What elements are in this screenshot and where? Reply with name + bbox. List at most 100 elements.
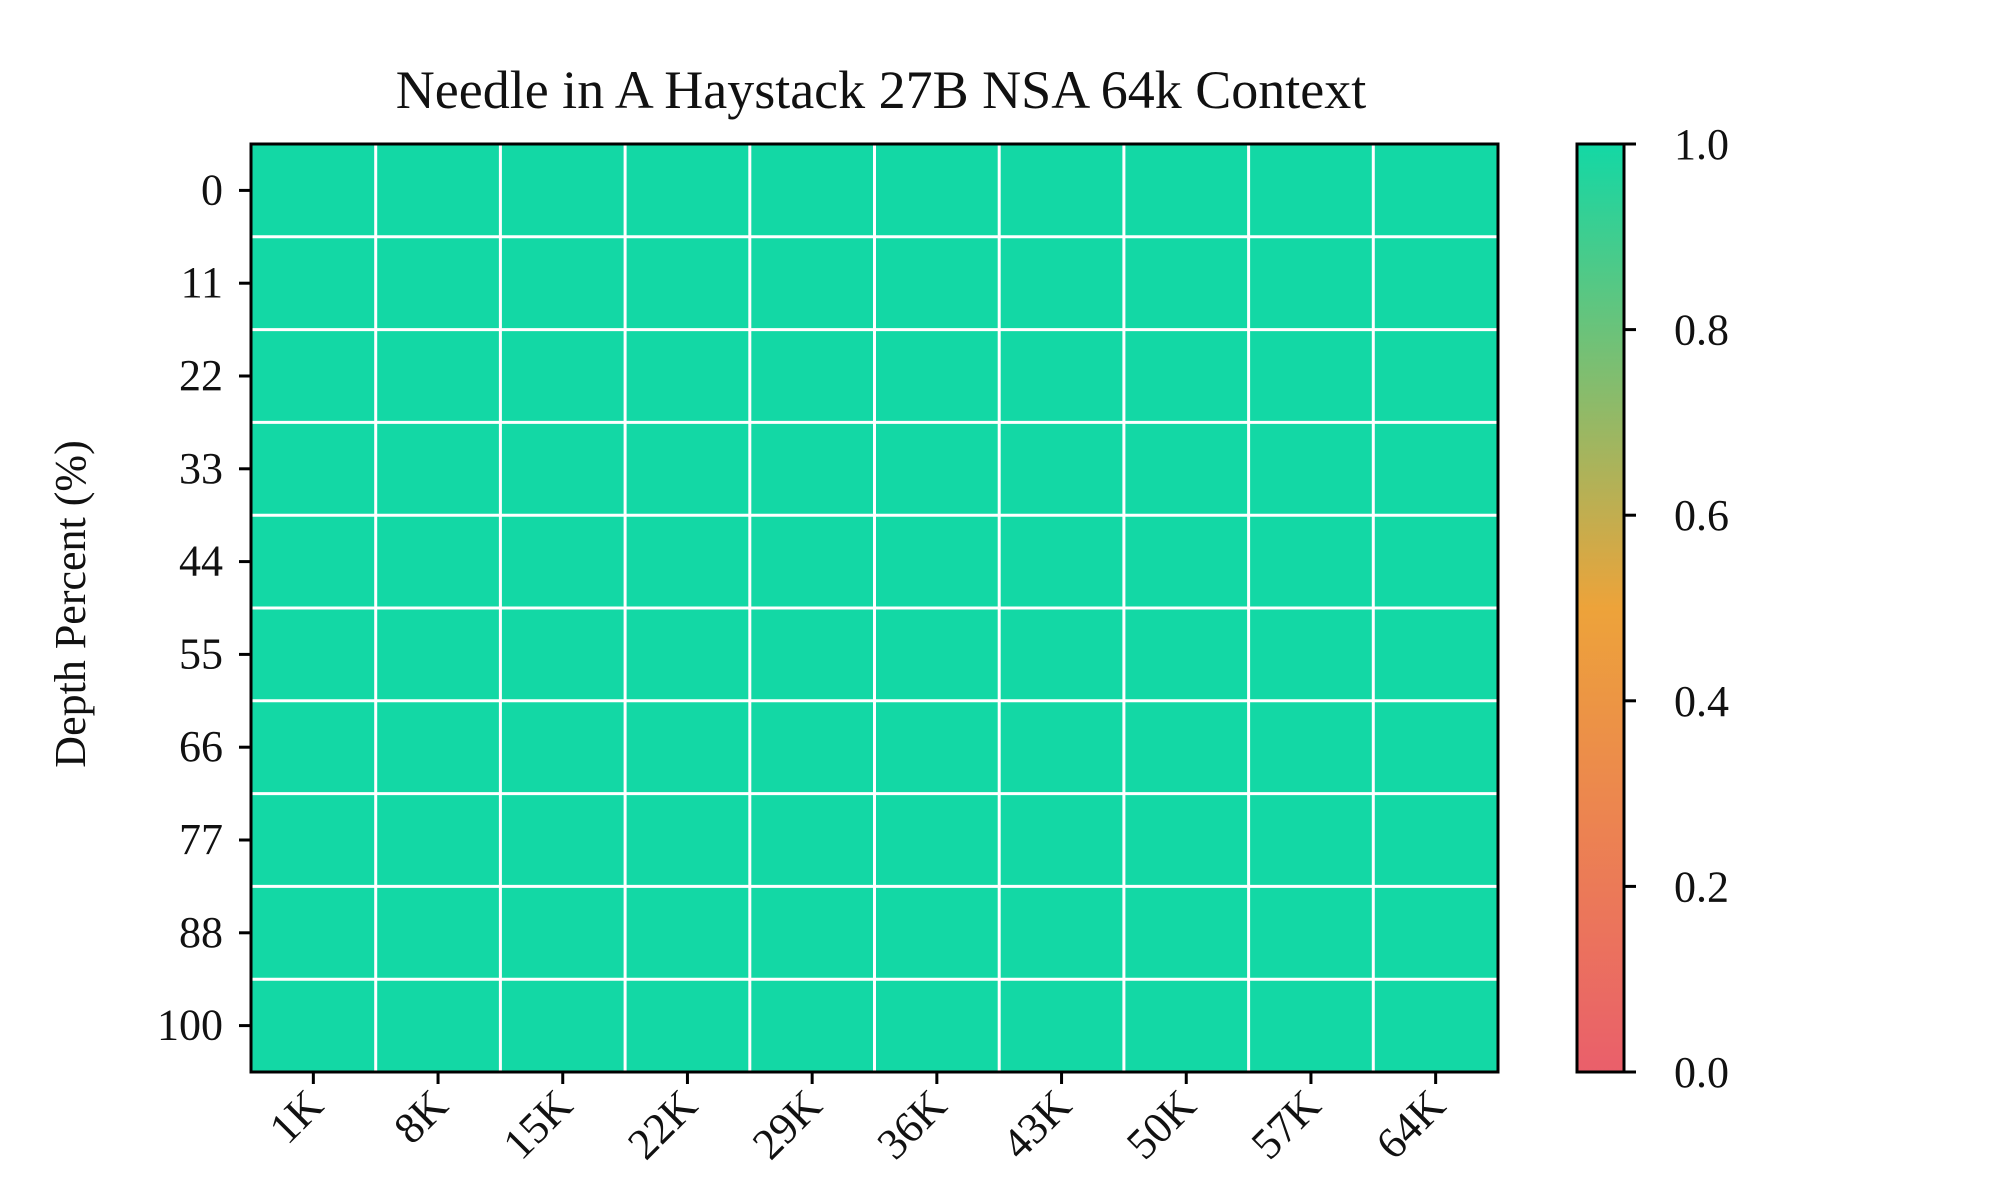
heatmap-cell xyxy=(874,329,1000,423)
heatmap-cell xyxy=(749,979,875,1073)
heatmap-cell xyxy=(874,422,1000,516)
heatmap-cell xyxy=(999,329,1125,423)
heatmap-cell xyxy=(625,144,751,238)
heatmap-cell xyxy=(251,236,377,331)
heatmap-cell xyxy=(500,608,626,702)
heatmap-cell xyxy=(1373,886,1499,980)
heatmap-cell xyxy=(251,144,377,238)
heatmap-cell xyxy=(1373,979,1499,1073)
heatmap-cell xyxy=(1248,144,1374,238)
y-tick-label: 33 xyxy=(179,444,223,493)
x-tick-label: 50K xyxy=(1117,1080,1205,1168)
heatmap-cell xyxy=(1123,422,1250,516)
heatmap-cell xyxy=(749,329,875,423)
heatmap-cell xyxy=(874,700,1000,795)
colorbar-tick-label: 0.0 xyxy=(1674,1048,1729,1097)
x-tick-label: 29K xyxy=(743,1080,831,1168)
y-tick-label: 22 xyxy=(179,351,223,400)
colorbar-tick-label: 0.6 xyxy=(1674,491,1729,540)
heatmap-cell xyxy=(999,700,1125,795)
x-tick-label: 8K xyxy=(384,1080,457,1153)
colorbar-tick-label: 0.4 xyxy=(1674,677,1729,726)
heatmap-cell xyxy=(625,700,751,795)
heatmap-cell xyxy=(251,886,377,980)
heatmap-cell xyxy=(1123,515,1250,609)
heatmap-cell xyxy=(625,422,751,516)
heatmap-cell xyxy=(625,793,751,887)
heatmap-cell xyxy=(999,886,1125,980)
heatmap-cell xyxy=(251,329,377,423)
heatmap-cell xyxy=(251,515,377,609)
colorbar xyxy=(1575,142,1626,1074)
heatmap-cell xyxy=(1248,422,1374,516)
heatmap-cell xyxy=(1373,236,1499,331)
heatmap-cell xyxy=(500,979,626,1073)
heatmap-cell xyxy=(1373,422,1499,516)
heatmap-cell xyxy=(375,422,501,516)
heatmap-cell xyxy=(251,979,377,1073)
heatmap-cell xyxy=(999,608,1125,702)
heatmap-grid xyxy=(251,144,1498,1072)
heatmap-cell xyxy=(1123,144,1250,238)
heatmap-cell xyxy=(375,144,501,238)
heatmap-cell xyxy=(625,979,751,1073)
y-axis: 0 11 22 33 44 55 66 77 88 100 xyxy=(157,165,251,1050)
colorbar-axis: 0.0 0.2 0.4 0.6 0.8 1.0 xyxy=(1624,120,1729,1097)
heatmap-cell xyxy=(500,236,626,331)
x-tick-label: 22K xyxy=(618,1080,706,1168)
heatmap-cell xyxy=(1123,886,1250,980)
heatmap-cell xyxy=(251,608,377,702)
y-tick-label: 88 xyxy=(179,908,223,957)
heatmap-cell xyxy=(1373,144,1499,238)
heatmap-cell xyxy=(1248,793,1374,887)
heatmap-cell xyxy=(375,700,501,795)
heatmap-cell xyxy=(874,608,1000,702)
chart-title: Needle in A Haystack 27B NSA 64k Context xyxy=(396,60,1366,120)
heatmap-cell xyxy=(999,422,1125,516)
heatmap-cell xyxy=(749,700,875,795)
heatmap-cell xyxy=(874,236,1000,331)
x-tick-label: 36K xyxy=(868,1080,956,1168)
heatmap-cell xyxy=(500,700,626,795)
heatmap-cell xyxy=(749,793,875,887)
heatmap-cell xyxy=(1373,515,1499,609)
heatmap-cell xyxy=(375,515,501,609)
colorbar-tick-label: 0.8 xyxy=(1674,306,1729,355)
heatmap-cell xyxy=(500,422,626,516)
heatmap-cell xyxy=(1248,236,1374,331)
heatmap-cell xyxy=(375,329,501,423)
heatmap-cell xyxy=(1248,886,1374,980)
x-tick-label: 43K xyxy=(992,1080,1080,1168)
y-tick-label: 11 xyxy=(181,258,223,307)
heatmap-cell xyxy=(375,236,501,331)
x-tick-label: 64K xyxy=(1366,1080,1454,1168)
colorbar-tick-label: 1.0 xyxy=(1674,120,1729,169)
heatmap-cell xyxy=(375,979,501,1073)
heatmap-cell xyxy=(375,886,501,980)
y-axis-label: Depth Percent (%) xyxy=(46,440,95,767)
heatmap-cell xyxy=(1123,700,1250,795)
heatmap-cell xyxy=(500,144,626,238)
heatmap-cell xyxy=(1248,979,1374,1073)
heatmap-cell xyxy=(999,515,1125,609)
heatmap-cell xyxy=(500,329,626,423)
heatmap-cell xyxy=(999,236,1125,331)
heatmap-cell xyxy=(625,515,751,609)
heatmap-cell xyxy=(1123,329,1250,423)
x-tick-label: 15K xyxy=(494,1080,582,1168)
heatmap-cell xyxy=(749,515,875,609)
heatmap-cell xyxy=(1123,793,1250,887)
x-axis: 1K 8K 15K 22K 29K 36K 43K 50K 57K 64K xyxy=(260,1072,1455,1169)
heatmap-cell xyxy=(749,886,875,980)
heatmap-cell xyxy=(1123,979,1250,1073)
y-tick-label: 44 xyxy=(179,537,223,586)
heatmap-cell xyxy=(749,144,875,238)
heatmap-cell xyxy=(500,793,626,887)
y-tick-label: 55 xyxy=(179,629,223,678)
heatmap-cell xyxy=(625,236,751,331)
heatmap-cell xyxy=(1248,329,1374,423)
y-tick-label: 100 xyxy=(157,1001,223,1050)
heatmap-cell xyxy=(999,144,1125,238)
heatmap-cell xyxy=(874,793,1000,887)
